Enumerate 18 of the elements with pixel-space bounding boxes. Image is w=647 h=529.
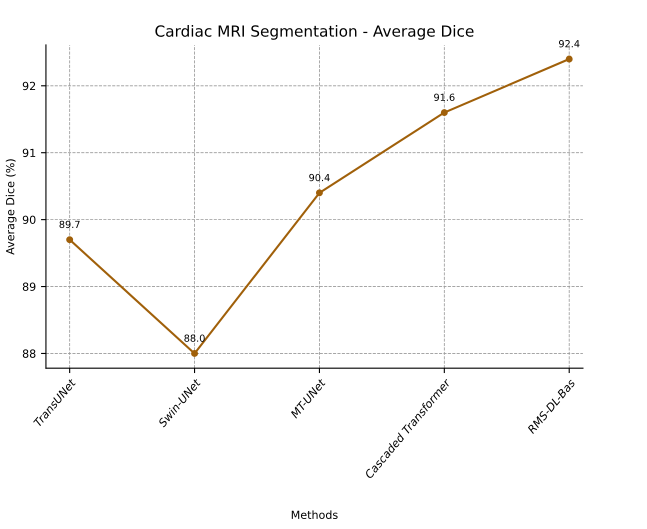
y-tick-label: 91 [22,148,36,158]
data-label: 92.4 [559,40,580,48]
point [566,56,573,62]
data-label: 89.7 [60,220,80,228]
y-tick-label: 92 [22,82,36,90]
y-tick-label: 90 [22,216,36,224]
point [191,350,198,357]
chart-title: Cardiac MRI Segmentation - Average Dice [155,25,474,40]
point [440,109,448,116]
data-label: 90.4 [309,174,330,182]
y-axis-title: Average Dice (%) [6,159,17,255]
point [316,189,323,196]
data-label: 91.6 [434,94,455,101]
point [66,236,74,244]
y-tick-label: 88 [22,349,36,358]
x-axis-title: Methods [292,510,338,519]
data-label: 88.0 [184,334,205,342]
y-tick-label: 89 [22,282,36,291]
